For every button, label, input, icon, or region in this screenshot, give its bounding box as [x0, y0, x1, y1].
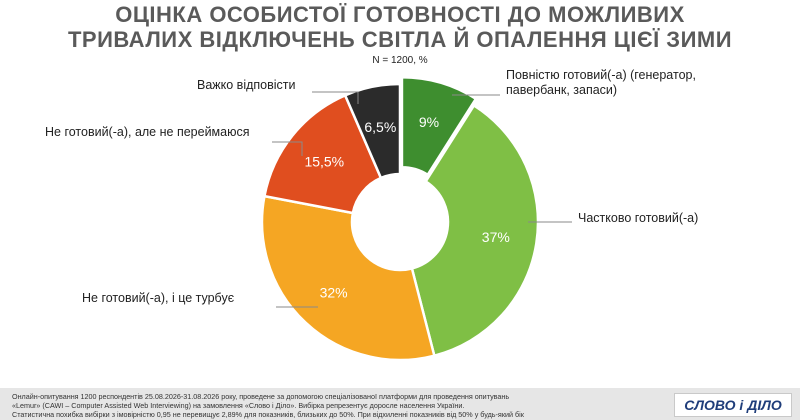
- brand-logo: СЛОВО і ДІЛО: [674, 393, 792, 417]
- donut-slice-3: [260, 194, 436, 362]
- slice-category-label-3: Не готовий(-а), і це турбує: [82, 291, 235, 305]
- chart-title: ОЦІНКА ОСОБИСТОЇ ГОТОВНОСТІ ДО МОЖЛИВИХ …: [0, 2, 800, 52]
- slice-value-label-5: 6,5%: [364, 119, 396, 135]
- footer-bar: [0, 388, 800, 420]
- slice-category-label-2: Частково готовий(-а): [578, 211, 698, 225]
- slice-value-label-4: 15,5%: [304, 153, 344, 169]
- leader-line-4: [272, 141, 303, 156]
- footer-line-1: Онлайн-опитування 1200 респондентів 25.0…: [12, 392, 510, 401]
- chart-title-line-2: ТРИВАЛИХ ВІДКЛЮЧЕНЬ СВІТЛА Й ОПАЛЕННЯ ЦІ…: [67, 27, 733, 52]
- leader-line-5: [312, 91, 359, 104]
- donut-chart: 9% Повністю готовий(-а) (генератор, паверб…: [45, 68, 698, 362]
- chart-subtitle: N = 1200, %: [372, 55, 428, 66]
- slice-category-label-1: Повністю готовий(-а) (генератор, павербан…: [506, 68, 696, 97]
- donut-slice-5: [343, 82, 402, 180]
- donut-slice-2: [410, 103, 540, 358]
- footer-methodology: Онлайн-опитування 1200 респондентів 25.0…: [12, 392, 662, 419]
- slice-value-label-2: 37%: [482, 229, 510, 245]
- slice-category-label-4: Не готовий(-а), але не переймаюся: [45, 125, 250, 139]
- chart-title-line-1: ОЦІНКА ОСОБИСТОЇ ГОТОВНОСТІ ДО МОЖЛИВИХ: [115, 2, 685, 27]
- slice-value-label-3: 32%: [320, 285, 348, 301]
- donut-slice-1: [400, 76, 478, 177]
- slice-category-label-5: Важко відповісти: [197, 78, 296, 92]
- footer-line-2: «Lemur» (CAWI – Computer Assisted Web In…: [12, 401, 465, 410]
- slice-value-label-1: 9%: [419, 114, 439, 130]
- footer-line-3: Статистична похибка вибірки з імовірніст…: [12, 410, 524, 419]
- donut-slice-4: [262, 93, 383, 215]
